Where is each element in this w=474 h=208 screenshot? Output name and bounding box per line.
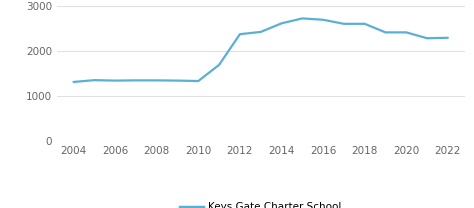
Legend: Keys Gate Charter School: Keys Gate Charter School xyxy=(176,198,346,208)
